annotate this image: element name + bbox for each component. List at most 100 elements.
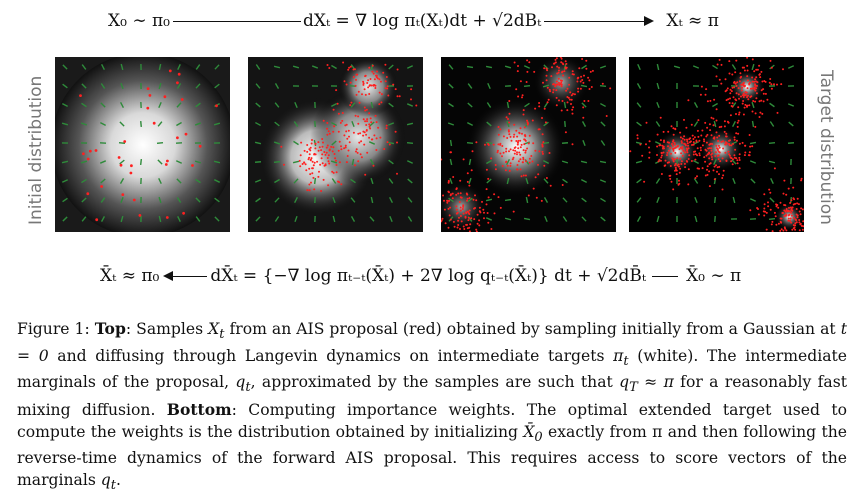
sample-point bbox=[744, 154, 746, 156]
sample-point bbox=[561, 110, 563, 112]
sample-point bbox=[748, 83, 750, 85]
sample-point bbox=[348, 136, 350, 138]
sample-point bbox=[371, 138, 373, 140]
sample-point bbox=[571, 109, 573, 111]
figure-caption: Figure 1: Top: Samples Xt from an AIS pr… bbox=[17, 318, 847, 497]
vector-arrow bbox=[715, 197, 716, 203]
sample-point bbox=[681, 160, 683, 162]
sample-point bbox=[770, 60, 772, 62]
sample-point bbox=[529, 158, 531, 160]
sample-point bbox=[587, 100, 589, 102]
sample-point bbox=[309, 173, 311, 175]
sample-point bbox=[528, 195, 530, 197]
sample-point bbox=[515, 130, 517, 132]
sample-point bbox=[466, 194, 468, 196]
sample-point bbox=[726, 160, 728, 162]
sample-point bbox=[558, 82, 560, 84]
sample-point bbox=[717, 64, 719, 66]
sample-point bbox=[493, 193, 495, 195]
sample-point bbox=[472, 150, 474, 152]
vector-arrow bbox=[451, 140, 452, 146]
sample-point bbox=[734, 81, 736, 83]
sample-point bbox=[314, 162, 316, 164]
sample-point bbox=[753, 81, 755, 83]
sample-point bbox=[798, 203, 800, 205]
sample-point bbox=[123, 140, 126, 143]
sample-point bbox=[523, 114, 525, 116]
sample-point bbox=[553, 89, 555, 91]
sample-point bbox=[656, 154, 658, 156]
sample-point bbox=[523, 143, 525, 145]
sample-point bbox=[445, 222, 447, 224]
sample-point bbox=[679, 132, 681, 134]
sample-point bbox=[368, 67, 370, 69]
sample-point bbox=[704, 161, 706, 163]
sample-point bbox=[674, 144, 676, 146]
sample-point bbox=[384, 64, 386, 66]
sample-point bbox=[580, 76, 582, 78]
sample-point bbox=[796, 202, 798, 204]
vector-arrow bbox=[274, 162, 280, 163]
sample-point bbox=[469, 223, 471, 225]
sample-point bbox=[308, 184, 310, 186]
vector-arrow bbox=[600, 86, 606, 87]
sample-point bbox=[447, 191, 449, 193]
sample-point bbox=[559, 84, 561, 86]
sample-point bbox=[639, 144, 641, 146]
sample-point bbox=[682, 155, 684, 157]
sample-point bbox=[761, 89, 763, 91]
sample-point bbox=[700, 149, 702, 151]
sample-point bbox=[365, 124, 367, 126]
sample-point bbox=[342, 112, 344, 114]
sample-point bbox=[714, 178, 716, 180]
sample-point bbox=[555, 84, 557, 86]
sample-point bbox=[752, 100, 754, 102]
sample-point bbox=[536, 197, 538, 199]
sample-point bbox=[686, 161, 688, 163]
sample-point bbox=[727, 87, 729, 89]
sample-point bbox=[731, 90, 733, 92]
sample-point bbox=[519, 158, 521, 160]
sample-point bbox=[790, 222, 792, 224]
sample-point bbox=[467, 227, 469, 229]
sample-point bbox=[576, 81, 578, 83]
sample-point bbox=[342, 62, 344, 64]
sample-point bbox=[364, 107, 366, 109]
top-eq-end: Xₜ ≈ π bbox=[666, 11, 719, 31]
sample-point bbox=[446, 200, 448, 202]
sample-point bbox=[325, 163, 327, 165]
sample-point bbox=[355, 115, 357, 117]
sample-point bbox=[512, 149, 514, 151]
sample-point bbox=[583, 100, 585, 102]
sample-point bbox=[570, 103, 572, 105]
sample-point bbox=[758, 65, 760, 67]
panel-initial-svg bbox=[55, 57, 230, 232]
sample-point bbox=[363, 144, 365, 146]
sample-point bbox=[477, 214, 479, 216]
sample-point bbox=[736, 85, 738, 87]
sample-point bbox=[322, 162, 324, 164]
sample-point bbox=[667, 162, 669, 164]
sample-point bbox=[357, 152, 359, 154]
sample-point bbox=[801, 178, 803, 180]
sample-point bbox=[329, 133, 331, 135]
sample-point bbox=[589, 88, 591, 90]
sample-point bbox=[95, 218, 98, 221]
sample-point bbox=[475, 141, 477, 143]
vector-arrow bbox=[486, 143, 492, 144]
panel-target-svg bbox=[629, 57, 804, 232]
sample-point bbox=[509, 170, 511, 172]
sample-point bbox=[722, 174, 724, 176]
vector-arrow bbox=[141, 121, 142, 127]
sample-point bbox=[299, 165, 301, 167]
sample-point bbox=[792, 187, 794, 189]
sample-point bbox=[769, 82, 771, 84]
sample-point bbox=[734, 157, 736, 159]
sample-point bbox=[714, 155, 716, 157]
sample-point bbox=[715, 145, 717, 147]
sample-point bbox=[754, 83, 756, 85]
sample-point bbox=[730, 144, 732, 146]
panel-intermediate-2 bbox=[441, 57, 616, 232]
sample-point bbox=[700, 94, 702, 96]
sample-point bbox=[362, 84, 364, 86]
